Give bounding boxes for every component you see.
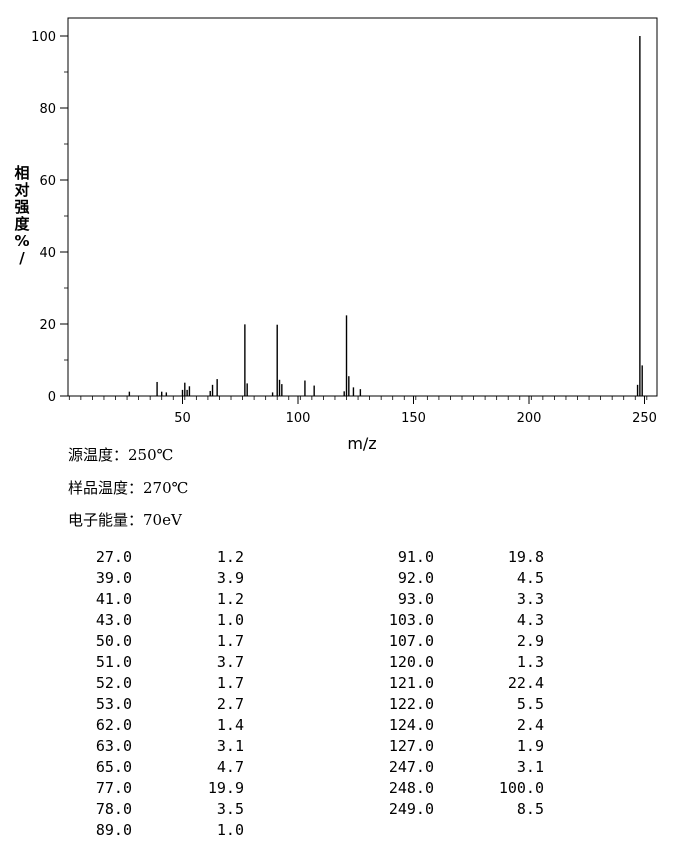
plot-frame [67, 17, 658, 397]
mz-cell: 27.0 [95, 548, 132, 566]
intensity-cell: 4.3 [516, 611, 544, 629]
mass-spectrum-chart: 50 100 150 200 250 0 20 40 60 80 100 m/z [31, 17, 658, 453]
intensity-cell: 1.7 [216, 632, 244, 650]
mz-cell: 248.0 [388, 779, 434, 797]
peak-table: 27.0 1.2 91.0 19.8 39.0 3.9 92.0 4.5 41.0 1.2 93.0… [0, 548, 673, 842]
intensity-cell: 3.7 [216, 653, 244, 671]
mz-cell: 63.0 [95, 737, 132, 755]
table-row: 52.0 1.7 121.0 22.4 [0, 674, 673, 695]
mz-cell: 120.0 [388, 653, 434, 671]
mz-cell: 124.0 [388, 716, 434, 734]
mz-cell: 43.0 [95, 611, 132, 629]
y-tick-label: 60 [39, 174, 56, 189]
table-row: 89.0 1.0 [0, 821, 673, 842]
mz-cell: 41.0 [95, 590, 132, 608]
table-row: 39.0 3.9 92.0 4.5 [0, 569, 673, 590]
y-axis-label-char: 对 [14, 181, 30, 199]
intensity-cell: 4.7 [216, 758, 244, 776]
y-axis-label-char: / [19, 249, 25, 267]
source-temperature: 源温度：250℃ [68, 446, 174, 464]
electron-energy: 电子能量：70eV [68, 511, 182, 529]
intensity-cell: 22.4 [507, 674, 544, 692]
mz-cell: 51.0 [95, 653, 132, 671]
intensity-cell: 2.7 [216, 695, 244, 713]
x-tick-label: 150 [401, 411, 426, 426]
y-axis-label-char: % [14, 232, 30, 250]
table-row: 62.0 1.4 124.0 2.4 [0, 716, 673, 737]
table-row: 51.0 3.7 120.0 1.3 [0, 653, 673, 674]
intensity-cell: 3.9 [216, 569, 244, 587]
x-axis-label: m/z [347, 434, 376, 453]
y-tick-label: 20 [39, 318, 56, 333]
table-row: 27.0 1.2 91.0 19.8 [0, 548, 673, 569]
mz-cell: 249.0 [388, 800, 434, 818]
mz-cell: 103.0 [388, 611, 434, 629]
table-row: 78.0 3.5 249.0 8.5 [0, 800, 673, 821]
x-tick-label: 200 [517, 411, 542, 426]
mz-cell: 53.0 [95, 695, 132, 713]
mz-cell: 77.0 [95, 779, 132, 797]
intensity-cell: 2.9 [516, 632, 544, 650]
table-row: 77.0 19.9 248.0 100.0 [0, 779, 673, 800]
intensity-cell: 2.4 [516, 716, 544, 734]
y-axis-label-char: 相 [14, 164, 30, 182]
y-axis-label-char: 强 [14, 198, 30, 216]
mz-cell: 62.0 [95, 716, 132, 734]
intensity-cell: 3.1 [516, 758, 544, 776]
mz-cell: 107.0 [388, 632, 434, 650]
mz-cell: 92.0 [397, 569, 434, 587]
intensity-cell: 1.3 [516, 653, 544, 671]
x-tick-label: 100 [286, 411, 311, 426]
table-row: 63.0 3.1 127.0 1.9 [0, 737, 673, 758]
intensity-cell: 8.5 [516, 800, 544, 818]
y-tick-label: 100 [31, 30, 56, 45]
mz-cell: 50.0 [95, 632, 132, 650]
intensity-cell: 100.0 [498, 779, 544, 797]
intensity-cell: 3.3 [516, 590, 544, 608]
mz-cell: 65.0 [95, 758, 132, 776]
mz-cell: 121.0 [388, 674, 434, 692]
mz-cell: 122.0 [388, 695, 434, 713]
intensity-cell: 19.8 [507, 548, 544, 566]
mz-cell: 93.0 [397, 590, 434, 608]
mz-cell: 91.0 [397, 548, 434, 566]
intensity-cell: 1.4 [216, 716, 244, 734]
mz-cell: 127.0 [388, 737, 434, 755]
mz-cell: 78.0 [95, 800, 132, 818]
y-axis-label: 相对强度% / [12, 165, 32, 267]
table-row: 53.0 2.7 122.0 5.5 [0, 695, 673, 716]
table-row: 43.0 1.0 103.0 4.3 [0, 611, 673, 632]
x-tick-label: 250 [632, 411, 657, 426]
y-tick-label: 80 [39, 102, 56, 117]
x-tick-label: 50 [174, 411, 191, 426]
intensity-cell: 1.2 [216, 590, 244, 608]
intensity-cell: 1.2 [216, 548, 244, 566]
table-row: 50.0 1.7 107.0 2.9 [0, 632, 673, 653]
mz-cell: 52.0 [95, 674, 132, 692]
intensity-cell: 3.1 [216, 737, 244, 755]
mz-cell: 39.0 [95, 569, 132, 587]
intensity-cell: 3.5 [216, 800, 244, 818]
sample-temperature: 样品温度：270℃ [68, 479, 189, 497]
mz-cell: 89.0 [95, 821, 132, 839]
intensity-cell: 1.0 [216, 821, 244, 839]
mz-cell: 247.0 [388, 758, 434, 776]
intensity-cell: 19.9 [207, 779, 244, 797]
table-row: 41.0 1.2 93.0 3.3 [0, 590, 673, 611]
intensity-cell: 4.5 [516, 569, 544, 587]
intensity-cell: 1.7 [216, 674, 244, 692]
intensity-cell: 1.9 [516, 737, 544, 755]
y-axis-label-char: 度 [14, 215, 30, 233]
intensity-cell: 1.0 [216, 611, 244, 629]
intensity-cell: 5.5 [516, 695, 544, 713]
table-row: 65.0 4.7 247.0 3.1 [0, 758, 673, 779]
y-tick-label: 40 [39, 246, 56, 261]
y-tick-label: 0 [48, 390, 56, 405]
